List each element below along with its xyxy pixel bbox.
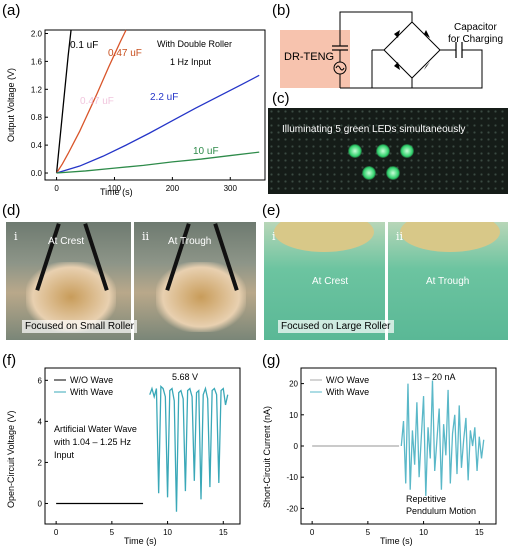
chart-f-ytick-label-1: 2 [38,458,43,467]
legend-g-wo-wave: W/O Wave [326,375,369,385]
capacitor-label-2: for Charging [448,34,503,45]
chart-f-xtick-label-1: 5 [110,528,115,537]
photo-e-label-trough: At Trough [426,276,470,287]
panel-label-b: (b) [272,2,291,19]
chart-g-series-1 [400,380,485,496]
chart-a-annotation-1: With Double Roller [157,39,232,49]
chart-g-ytick-label-3: 10 [289,411,298,420]
chart-f-xtick-label-3: 15 [219,528,228,537]
chart-a-annotation-2: 1 Hz Input [170,57,212,67]
chart-g-xtick-label-1: 5 [366,528,371,537]
teng-block [280,30,350,88]
led-3 [400,144,414,158]
chart-a-ytick-label-2: 0.8 [31,113,43,122]
series-label-0-47uf-faint: 0.47 uF [80,96,114,107]
photo-d-label-crest: At Crest [48,236,85,247]
chart-a-xtick-label-3: 300 [224,184,238,193]
chart-f-series-1 [149,385,229,512]
chart-a-xlabel: Time (s) [100,187,133,197]
chart-g-annotation-1: Repetitive [406,494,446,504]
chart-a-ytick-label-5: 2.0 [31,29,43,38]
bridge-rectifier [383,21,441,79]
photo-d-label-trough: At Trough [168,236,212,247]
led-1 [348,144,362,158]
photo-small-roller: i ii At Crest At Trough Focused on Small… [6,222,256,340]
photo-e-label-crest: At Crest [312,276,349,287]
chart-a-series-4 [56,151,260,174]
chart-a-series-1 [56,29,127,174]
chart-a-xtick-label-2: 200 [166,184,180,193]
series-label-0-1uf: 0.1 uF [70,40,98,51]
photo-large-roller: i ii At Crest At Trough Focused on Large… [264,222,508,340]
photo-leds: Illuminating 5 green LEDs simultaneously [268,108,508,194]
chart-g-xtick-label-2: 10 [419,528,428,537]
series-label-10uf: 10 uF [193,146,219,157]
chart-g-ytick-label-0: -20 [286,504,298,513]
panel-label-c: (c) [272,90,290,107]
led-5 [386,166,400,180]
chart-g-ytick-label-2: 0 [294,442,299,451]
chart-a-ylabel: Output Voltage (V) [6,68,16,142]
chart-a-xtick-label-1: 100 [108,184,122,193]
chart-f-ytick-label-3: 6 [38,376,43,385]
series-label-0-47uf: 0.47 uF [108,48,142,59]
legend-f-wo-wave: W/O Wave [70,375,113,385]
panel-label-a: (a) [2,2,21,19]
photo-e-roman-2: ii [396,230,404,243]
photo-e-focus: Focused on Large Roller [278,320,394,333]
chart-g-ylabel: Short-Circuit Current (nA) [262,406,272,508]
chart-g-xtick-label-0: 0 [310,528,315,537]
panel-label-f: (f) [2,352,17,369]
circuit-diagram: DR-TENG Capacitor for Charging [280,11,503,89]
chart-f-annotation-1: Artificial Water Wave [54,424,137,434]
legend-g-with-wave: With Wave [326,387,369,397]
chart-f-ytick-label-2: 4 [38,417,43,426]
chart-a: 0 100 200 300 0.0 0.4 0.8 1.2 1.6 2.0 Time (s) Ou… [6,29,266,197]
chart-f-annotation-2: with 1.04 – 1.25 Hz [53,437,132,447]
chart-a-xtick-label-0: 0 [54,184,59,193]
photo-d-roman-2: ii [142,230,150,243]
panel-label-e: (e) [262,202,281,219]
chart-a-ytick-label-3: 1.2 [31,85,43,94]
panel-label-g: (g) [262,352,281,369]
chart-f-xtick-label-2: 10 [163,528,172,537]
chart-f-xlabel: Time (s) [124,536,157,546]
photo-leds-caption: Illuminating 5 green LEDs simultaneously [282,124,466,135]
capacitor-label-1: Capacitor [454,22,497,33]
chart-g-ytick-label-4: 20 [289,380,298,389]
chart-f-annotation-3: Input [54,450,75,460]
chart-g-xlabel: Time (s) [380,536,413,546]
photo-d-focus: Focused on Small Roller [22,320,137,333]
chart-f-ylabel: Open-Circuit Voltage (V) [6,410,16,508]
chart-g-peak-label: 13 – 20 nA [412,372,456,382]
chart-a-series-3 [56,74,260,174]
chart-f-xtick-label-0: 0 [54,528,59,537]
panel-label-d: (d) [2,202,21,219]
chart-g-ytick-label-1: -10 [286,473,298,482]
chart-a-ytick-label-0: 0.0 [31,169,43,178]
chart-g-xtick-label-3: 15 [475,528,484,537]
photo-e-roman-1: i [272,230,276,243]
teng-label: DR-TENG [284,51,334,63]
legend-f-with-wave: With Wave [70,387,113,397]
chart-a-ytick-label-1: 0.4 [31,141,43,150]
led-4 [362,166,376,180]
chart-g-annotation-2: Pendulum Motion [406,506,476,516]
chart-a-ytick-label-4: 1.6 [31,57,43,66]
series-label-2-2uf: 2.2 uF [150,92,178,103]
led-2 [376,144,390,158]
chart-g: 0 5 10 15 -20 -10 0 10 20 Time (s) Short-Circuit… [262,367,497,546]
chart-f-ytick-label-0: 0 [38,499,43,508]
photo-d-roman-1: i [14,230,18,243]
chart-f: 0 5 10 15 0 2 4 6 Time (s) Open-Circuit Voltage… [6,367,241,546]
chart-f-peak-label: 5.68 V [172,372,198,382]
chart-a-series-0 [55,29,72,174]
